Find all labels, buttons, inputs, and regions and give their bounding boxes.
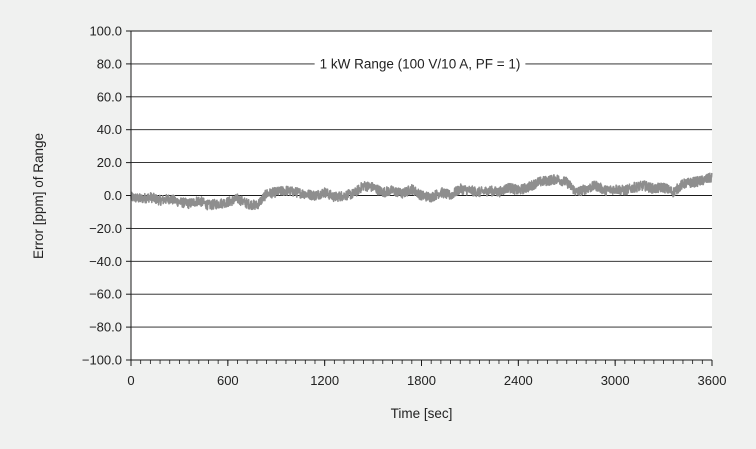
x-tick-label: 1200 <box>310 373 339 388</box>
y-tick-label: 100.0 <box>89 24 122 39</box>
series-line <box>130 172 713 211</box>
y-tick-label: 60.0 <box>97 89 122 104</box>
y-axis-label: Error [ppm] of Range <box>31 133 46 259</box>
y-tick-label: 80.0 <box>97 56 122 71</box>
x-tick-label: 1800 <box>407 373 436 388</box>
x-tick-label: 600 <box>217 373 239 388</box>
y-tick-label: −60.0 <box>89 287 122 302</box>
y-tick-label: 40.0 <box>97 122 122 137</box>
x-tick-label: 0 <box>127 373 134 388</box>
chart-annotation: 1 kW Range (100 V/10 A, PF = 1) <box>320 56 521 71</box>
y-tick-label: 20.0 <box>97 155 122 170</box>
axes: 100.0 80.0 60.0 40.0 20.0 0.0 −20.0 −40.0 −60.0 −… <box>82 24 727 389</box>
x-tick-label: 2400 <box>504 373 533 388</box>
y-tick-label: −20.0 <box>89 221 122 236</box>
labels: 1 kW Range (100 V/10 A, PF = 1) Time [se… <box>31 55 526 421</box>
y-tick-label: −80.0 <box>89 320 122 335</box>
x-axis-label: Time [sec] <box>391 406 453 421</box>
x-tick-label: 3000 <box>601 373 630 388</box>
annotation-backdrop <box>314 55 526 74</box>
y-tick-label: −100.0 <box>82 353 122 368</box>
y-tick-label: −40.0 <box>89 254 122 269</box>
series-layer <box>130 172 713 211</box>
x-tick-label: 3600 <box>698 373 727 388</box>
y-tick-label: 0.0 <box>104 188 122 203</box>
